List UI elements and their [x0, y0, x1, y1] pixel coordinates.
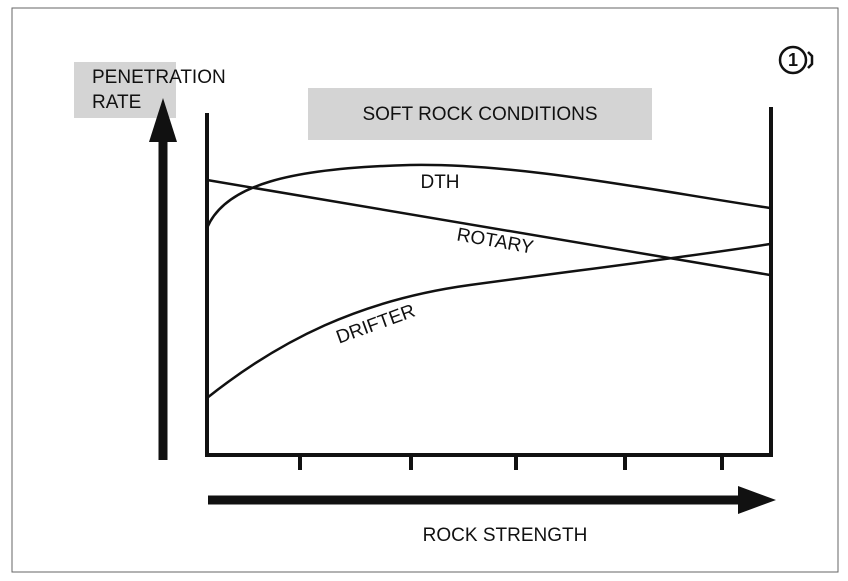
y-label-box [74, 62, 176, 118]
marker-tail [807, 51, 814, 69]
y-axis-label: PENETRATION [92, 67, 226, 88]
x-axis-label: ROCK STRENGTH [423, 525, 588, 546]
marker: 1 [788, 50, 798, 70]
y-axis-label: RATE [92, 92, 141, 113]
x-arrow-head [738, 486, 776, 514]
y-arrow-head [149, 98, 177, 142]
marker-circle [778, 45, 808, 75]
dth-curve [205, 163, 771, 229]
ticks [298, 455, 724, 470]
rotary-curve [206, 178, 771, 277]
curve-label: DTH [420, 172, 459, 193]
condition-box [308, 88, 652, 140]
condition-label: SOFT ROCK CONDITIONS [362, 104, 597, 125]
drifter-curve [206, 242, 771, 399]
